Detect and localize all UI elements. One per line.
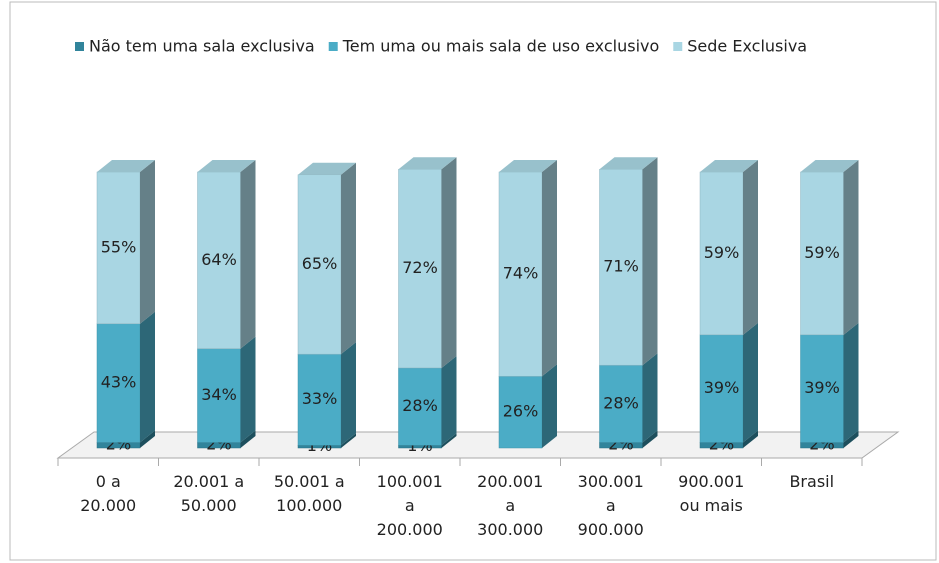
bar-segment: [297, 353, 342, 446]
data-label: 39%: [804, 378, 840, 397]
data-label: 65%: [302, 254, 338, 273]
bar-segment: [800, 171, 844, 336]
legend-label: Sede Exclusiva: [687, 37, 807, 56]
bar-side: [441, 355, 457, 446]
data-label: 33%: [302, 389, 338, 408]
bar-segment: [197, 348, 241, 443]
bar-segment: [498, 375, 543, 449]
bar-side: [743, 160, 758, 335]
bar-side: [642, 353, 658, 443]
bar-side: [843, 322, 859, 443]
bar-side: [843, 430, 859, 448]
bar-top: [599, 157, 658, 170]
bar-side: [441, 157, 457, 368]
data-label: 39%: [704, 378, 740, 397]
bar-side: [240, 336, 256, 443]
legend-swatch: [673, 42, 683, 51]
bar-side: [542, 160, 557, 377]
legend-label: Não tem uma sala exclusiva: [89, 37, 315, 56]
data-label: 71%: [603, 257, 639, 276]
data-label: 64%: [201, 250, 237, 269]
bar-side: [642, 157, 658, 366]
bar-top: [800, 160, 859, 172]
x-tick-label: 50.001 a 100.000: [273, 472, 345, 515]
x-tick-label: 300.001 a 900.000: [577, 472, 644, 539]
bar-side: [140, 311, 155, 443]
bar-side: [542, 364, 557, 448]
bar-side: [240, 430, 256, 448]
bar-segment: [599, 168, 643, 366]
bar-side: [743, 322, 758, 443]
x-tick-label: 20.001 a 50.000: [173, 472, 245, 515]
data-label: 28%: [603, 393, 639, 412]
bar-side: [341, 162, 356, 355]
bar-top: [700, 160, 758, 172]
data-label: 28%: [402, 396, 438, 415]
data-label: 55%: [101, 237, 137, 256]
bar-side: [843, 160, 859, 335]
data-label: 59%: [704, 243, 740, 262]
floor: [56, 431, 900, 459]
bar-side: [743, 430, 758, 448]
bar-segment: [197, 171, 241, 349]
legend-swatch: [75, 42, 84, 51]
data-label: 72%: [402, 258, 438, 277]
bar-side: [642, 430, 658, 448]
bar-segment: [800, 334, 844, 443]
data-label: 34%: [201, 385, 237, 404]
bar-side: [441, 433, 457, 448]
bar-top: [197, 160, 256, 172]
data-label: 43%: [101, 373, 137, 392]
bar-side: [341, 342, 356, 446]
data-label: 26%: [503, 402, 539, 421]
chart-border: [9, 1, 937, 561]
bar-segment: [297, 174, 342, 355]
bar-side: [240, 160, 256, 349]
bar-top: [398, 157, 457, 170]
bar-top: [298, 162, 356, 175]
x-tick-label: 900.001 ou mais: [678, 472, 745, 515]
bar-segment: [398, 168, 442, 369]
data-label: 59%: [804, 243, 840, 262]
bar-segment: [699, 334, 744, 443]
bar-segment: [398, 367, 442, 446]
bar-segment: [96, 171, 141, 325]
bar-top: [97, 160, 155, 172]
x-tick-label: 0 a 20.000: [80, 472, 137, 515]
data-label: 74%: [503, 264, 539, 283]
bar-segment: [498, 171, 543, 377]
x-tick-label: Brasil: [789, 472, 835, 491]
x-tick-label: 100.001 a 200.000: [376, 472, 443, 539]
bar-side: [140, 430, 155, 448]
bar-top: [499, 160, 557, 172]
x-tick-label: 200.001 a 300.000: [477, 472, 544, 539]
bar-side: [341, 433, 356, 448]
legend-swatch: [328, 42, 338, 51]
bar-side: [140, 160, 155, 324]
legend-label: Tem uma ou mais sala de uso exclusivo: [342, 37, 660, 56]
bar-segment: [96, 323, 141, 443]
